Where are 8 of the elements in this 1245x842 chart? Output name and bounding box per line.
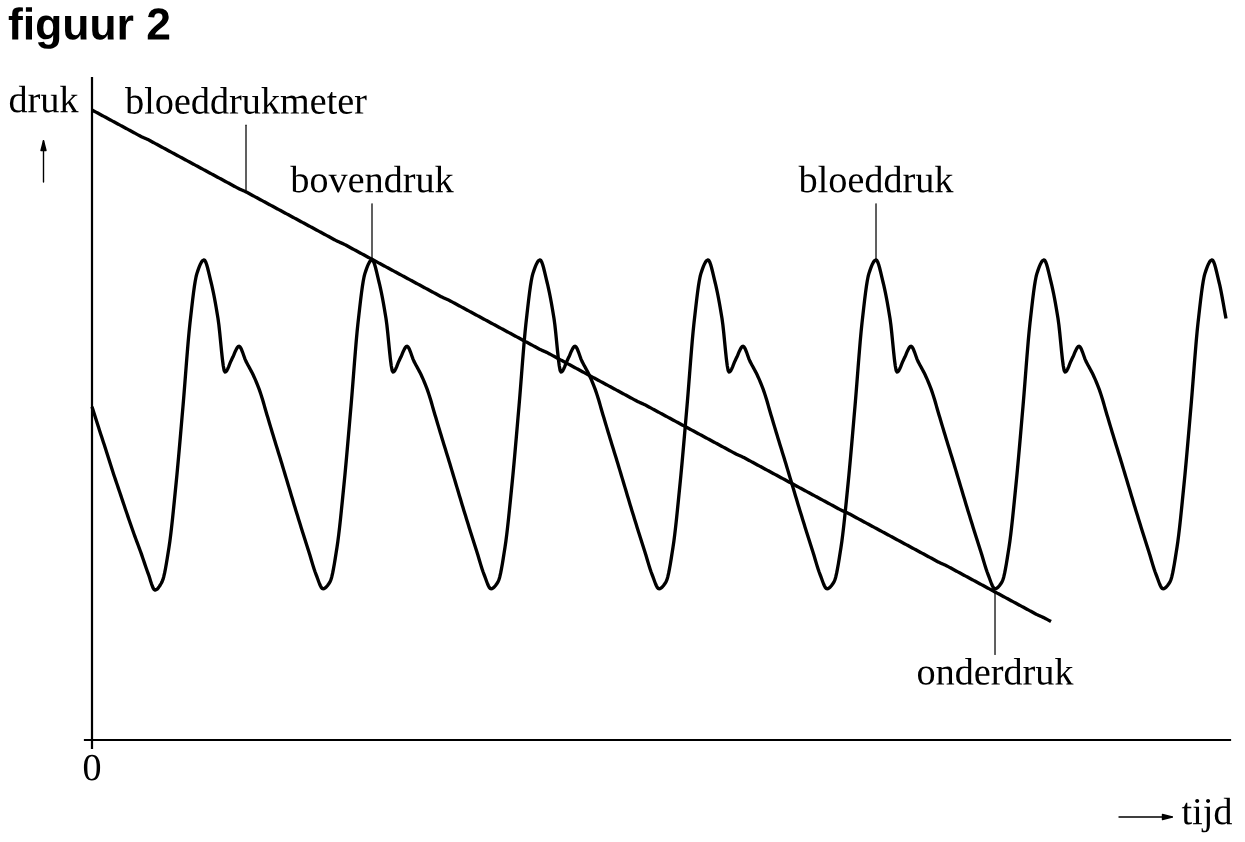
text: 0 bbox=[83, 754, 101, 781]
annotation: bovendruk bbox=[290, 165, 454, 193]
x-axis-title: tijd bbox=[1181, 797, 1232, 833]
chart-title: figuur 2 bbox=[8, 7, 170, 49]
y-axis-title: druk bbox=[9, 85, 79, 113]
annotation: onderdruk bbox=[917, 657, 1074, 685]
series-label: bloeddrukmeter bbox=[125, 87, 367, 114]
text: bloeddruk bbox=[798, 165, 954, 193]
